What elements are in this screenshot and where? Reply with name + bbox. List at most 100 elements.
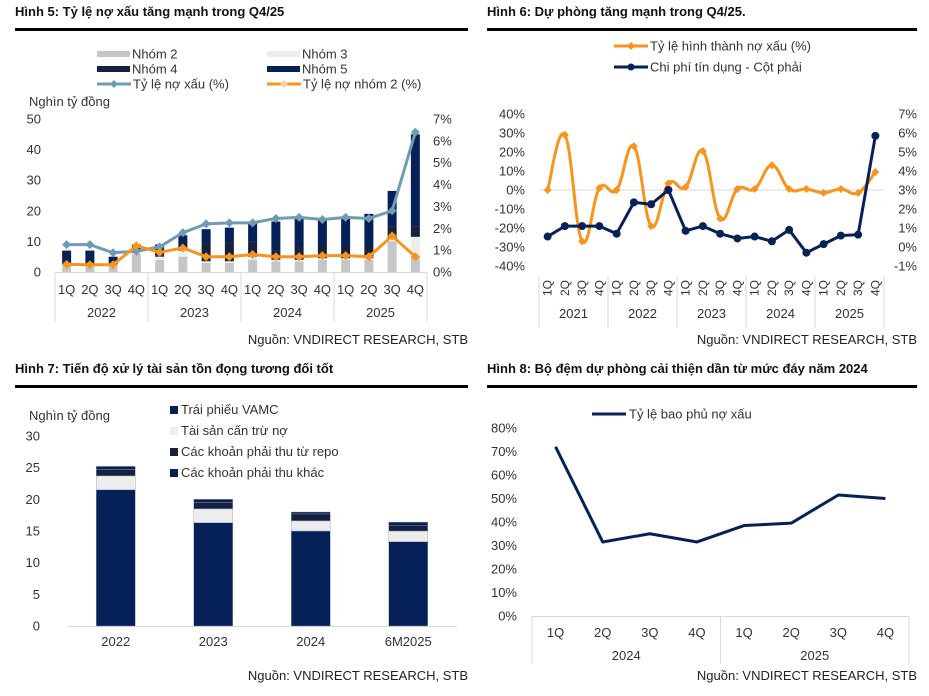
bar-nhóm-2 xyxy=(131,253,141,272)
bar-segment-3 xyxy=(291,511,331,515)
bar-nhóm-5 xyxy=(317,219,327,246)
npl-ratio-line xyxy=(66,131,417,255)
y-tick-label: -20% xyxy=(495,221,526,236)
npl-formation-point xyxy=(595,184,604,193)
bar-nhóm-3 xyxy=(224,261,234,263)
bar-segment-3 xyxy=(96,466,136,470)
bar-nhóm-2 xyxy=(294,261,304,272)
title-rule xyxy=(487,28,917,31)
bar-nhóm-5 xyxy=(178,235,188,248)
legend-label-3: Nhóm 5 xyxy=(302,62,348,77)
x-tick-label: 6M2025 xyxy=(385,634,432,649)
bar-nhóm-4 xyxy=(410,226,420,237)
y-tick-label: 50 xyxy=(27,112,41,127)
title-rule xyxy=(15,385,468,388)
credit-cost-point xyxy=(819,240,828,249)
y2-tick-label: 1% xyxy=(898,221,917,236)
npl-formation-point xyxy=(767,161,776,170)
source-note: Nguồn: VNDIRECT RESEARCH, STB xyxy=(247,668,468,683)
y-axis-title: Nghìn tỷ đồng xyxy=(29,408,110,423)
x-tick-label: 2Q xyxy=(174,282,191,297)
npl-ratio-point xyxy=(62,240,72,250)
y-tick-label: 30 xyxy=(27,173,41,188)
nhom2-ratio-point xyxy=(201,252,211,262)
credit-cost-point xyxy=(647,200,656,209)
x-tick-label: 2Q xyxy=(81,282,98,297)
figure-5-chart: Nhóm 2 Nhóm 3 Nhóm 4 Nhóm 5 Tỷ lệ nợ xấu (%)… xyxy=(27,47,452,322)
credit-cost-point xyxy=(578,222,587,231)
legend-swatch-3 xyxy=(170,469,178,477)
bar-segment-2 xyxy=(388,525,428,532)
credit-cost-point xyxy=(802,248,811,257)
bar-nhóm-4 xyxy=(224,242,234,262)
bar-nhóm-4 xyxy=(248,241,258,257)
figure-8-title: Hình 8: Bộ đệm dự phòng cải thiện dần từ… xyxy=(487,361,868,376)
bar-nhóm-3 xyxy=(410,236,420,257)
legend-label-3: Các khoản phải thu khác xyxy=(181,465,325,480)
legend-item-1-label: Chi phí tín dụng - Cột phải xyxy=(650,60,802,75)
y2-tick-label: 4% xyxy=(433,177,452,192)
bar-nhóm-5 xyxy=(410,134,420,227)
x-tick-label: 1Q xyxy=(337,282,354,297)
x-tick-label: 3Q xyxy=(197,282,214,297)
y-tick-label: 10 xyxy=(27,234,41,249)
nhom2-ratio-point xyxy=(364,252,374,262)
nhom2-ratio-point xyxy=(62,259,72,269)
x-tick-label: 1Q xyxy=(735,625,752,640)
x-tick-label: 1Q xyxy=(817,280,831,296)
year-label: 2024 xyxy=(612,648,641,663)
y2-tick-label: 7% xyxy=(433,112,452,127)
y-tick-label: 20 xyxy=(27,203,41,218)
y-tick-label: 5 xyxy=(33,587,40,602)
npl-ratio-point xyxy=(387,206,397,216)
bar-nhóm-2 xyxy=(271,261,281,272)
npl-ratio-point xyxy=(294,212,304,222)
legend-label-0: Trái phiếu VAMC xyxy=(181,402,279,417)
npl-formation-point xyxy=(733,185,742,194)
y2-tick-label: 2% xyxy=(433,221,452,236)
y-tick-label: -40% xyxy=(495,259,526,274)
y-tick-label: 0% xyxy=(506,183,525,198)
npl-formation-line xyxy=(546,132,877,245)
bar-nhóm-5 xyxy=(294,218,304,248)
y-tick-label: -30% xyxy=(495,240,526,255)
npl-formation-point xyxy=(716,214,725,223)
year-label: 2024 xyxy=(273,305,302,320)
year-label: 2022 xyxy=(87,305,116,320)
y-tick-label: 20 xyxy=(26,492,40,507)
x-tick-label: 2024 xyxy=(296,634,325,649)
x-tick-label: 4Q xyxy=(661,280,675,296)
bar-nhóm-2 xyxy=(201,262,211,272)
year-label: 2025 xyxy=(366,305,395,320)
bar-segment-2 xyxy=(193,502,233,510)
bar-segment-3 xyxy=(193,499,233,503)
credit-cost-point xyxy=(612,229,621,238)
npl-ratio-point xyxy=(155,242,165,252)
npl-ratio-point xyxy=(201,219,211,229)
bar-segment-0 xyxy=(388,541,428,627)
y2-tick-label: 2% xyxy=(898,202,917,217)
x-tick-label: 3Q xyxy=(644,280,658,296)
bar-nhóm-5 xyxy=(201,229,211,245)
y2-tick-label: 5% xyxy=(898,145,917,160)
x-tick-label: 1Q xyxy=(151,282,168,297)
legend-swatch-0 xyxy=(97,51,130,57)
legend-item-1-marker xyxy=(627,63,635,71)
y2-tick-label: 6% xyxy=(898,126,917,141)
legend-label-1: Tài sản cấn trừ nợ xyxy=(181,423,288,438)
x-tick-label: 3Q xyxy=(713,280,727,296)
npl-formation-point xyxy=(560,130,569,139)
source-note: Nguồn: VNDIRECT RESEARCH, STB xyxy=(696,668,917,683)
credit-cost-point xyxy=(629,198,638,207)
y-tick-label: 20% xyxy=(491,562,517,577)
x-tick-label: 3Q xyxy=(641,625,658,640)
legend-swatch-3 xyxy=(267,66,300,72)
y2-tick-label: 3% xyxy=(433,199,452,214)
legend-item-5-label: Tỷ lệ nợ nhóm 2 (%) xyxy=(303,77,421,92)
bar-segment-3 xyxy=(388,521,428,526)
npl-ratio-point xyxy=(364,213,374,223)
npl-formation-point xyxy=(819,188,828,197)
bar-nhóm-5 xyxy=(85,250,95,263)
nhom2-ratio-point xyxy=(248,250,258,260)
npl-formation-point xyxy=(681,183,690,192)
